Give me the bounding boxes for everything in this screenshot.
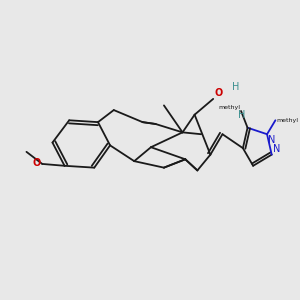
Text: H: H bbox=[232, 82, 239, 92]
Text: N: N bbox=[273, 144, 280, 154]
Text: N: N bbox=[268, 135, 276, 145]
Text: methyl: methyl bbox=[277, 118, 299, 123]
Text: H: H bbox=[238, 110, 246, 120]
Text: O: O bbox=[214, 88, 223, 98]
Text: methyl: methyl bbox=[218, 105, 240, 110]
Text: O: O bbox=[33, 158, 41, 168]
